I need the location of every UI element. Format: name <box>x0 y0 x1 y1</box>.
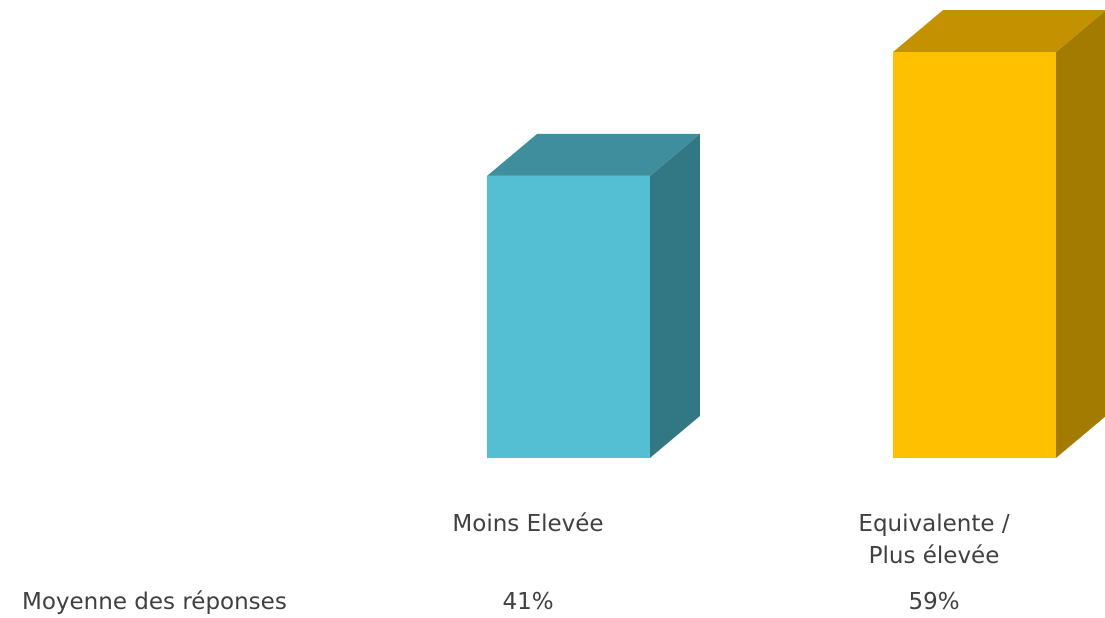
value-label-1: 59% <box>908 589 960 615</box>
bar-top-0 <box>487 133 700 176</box>
category-label-0: Moins Elevée <box>452 511 604 537</box>
value-label-0: 41% <box>502 589 554 615</box>
bar-top-1 <box>893 10 1105 52</box>
category-label-1: Equivalente / Plus élevée <box>858 511 1010 569</box>
bar-1 <box>893 52 1056 458</box>
bar-side-1 <box>1056 10 1105 458</box>
bar-side-0 <box>650 133 700 458</box>
bar-0 <box>487 175 650 458</box>
table-row-label: Moyenne des réponses <box>22 589 287 615</box>
